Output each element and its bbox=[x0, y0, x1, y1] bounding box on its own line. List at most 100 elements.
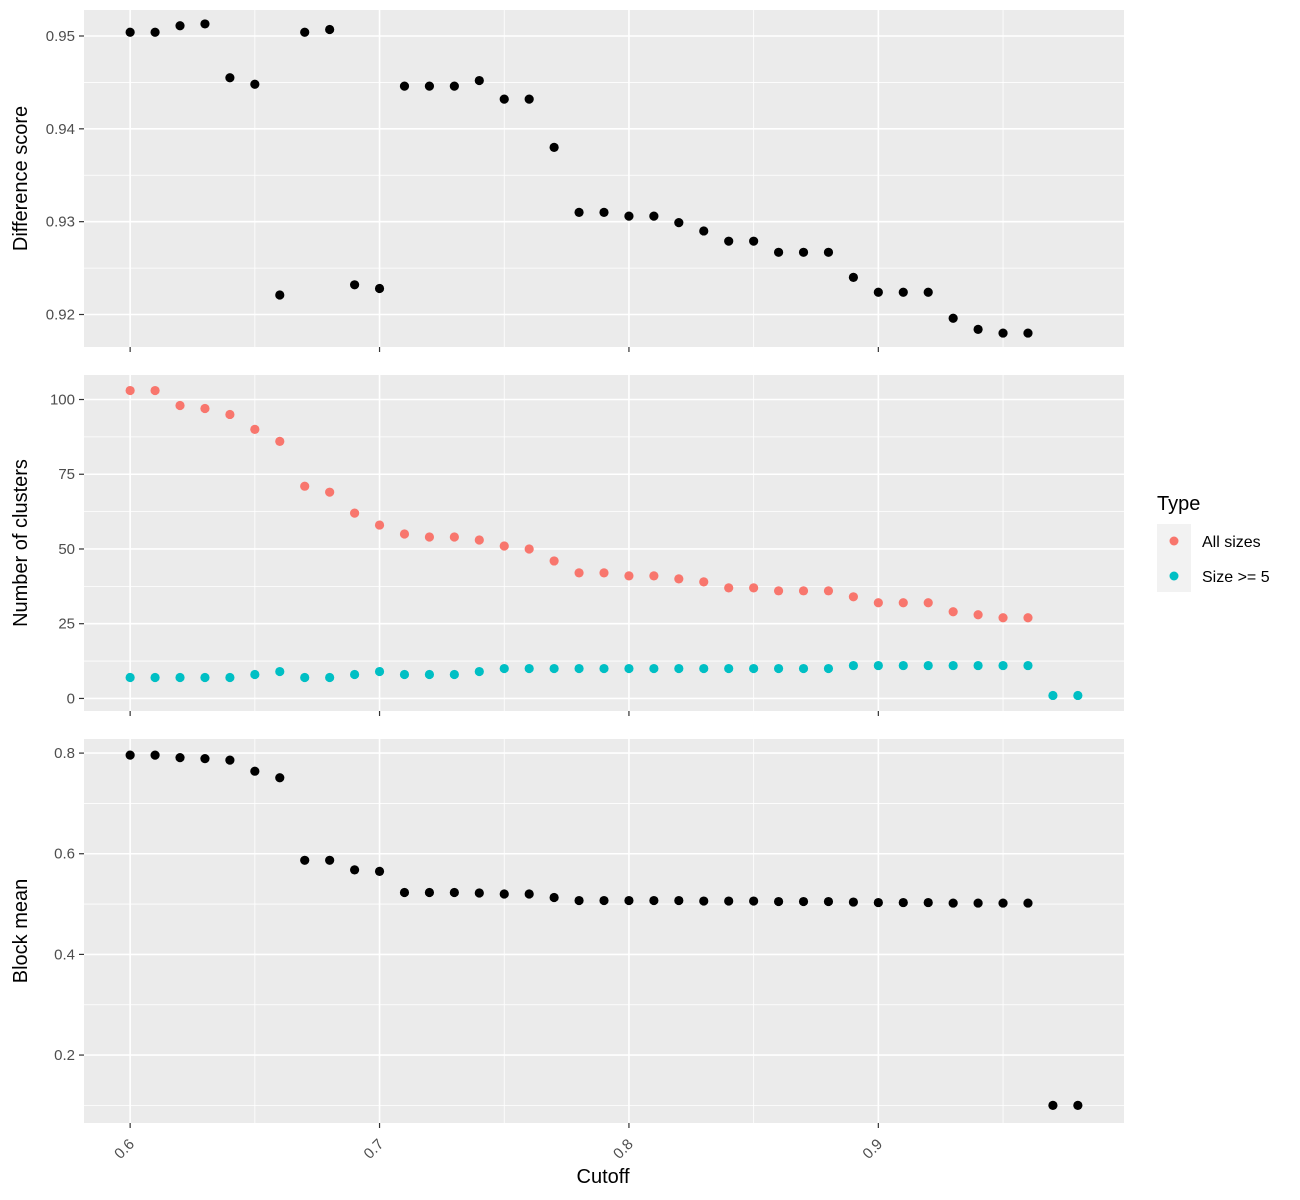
data-point-all-sizes bbox=[275, 436, 285, 446]
data-point-size-5 bbox=[898, 660, 908, 671]
y-tick-label: 0.93 bbox=[46, 214, 75, 231]
data-point-size-5 bbox=[998, 660, 1008, 671]
panel-background bbox=[84, 10, 1124, 347]
data-point-block-mean bbox=[325, 855, 335, 865]
data-point-size-5 bbox=[699, 663, 709, 674]
data-point-block-mean bbox=[599, 895, 609, 906]
data-point-block-mean bbox=[724, 896, 734, 906]
data-point-size-5 bbox=[524, 663, 534, 674]
data-point-all-sizes bbox=[499, 541, 509, 551]
data-point-difference-score bbox=[873, 287, 883, 297]
data-point-all-sizes bbox=[549, 556, 559, 566]
data-point-all-sizes bbox=[225, 409, 235, 420]
data-point-difference-score bbox=[773, 247, 784, 257]
data-point-all-sizes bbox=[449, 532, 459, 542]
data-point-size-5 bbox=[349, 669, 360, 680]
legend-label-size-ge-5: Size >= 5 bbox=[1202, 569, 1270, 586]
data-point-all-sizes bbox=[399, 529, 410, 539]
data-point-all-sizes bbox=[948, 607, 958, 617]
data-point-difference-score bbox=[424, 81, 435, 91]
chart-panels: 0.92 0.93 0.94 0.95 Difference score 0 25 50 75 1… bbox=[10, 10, 1124, 1163]
y-tick-label: 0.92 bbox=[46, 307, 75, 324]
data-point-difference-score bbox=[125, 27, 135, 37]
data-point-size-5 bbox=[424, 669, 435, 680]
data-point-difference-score bbox=[724, 236, 734, 246]
data-point-block-mean bbox=[300, 855, 310, 865]
y-axis-title-number-of-clusters: Number of clusters bbox=[10, 459, 32, 627]
data-point-difference-score bbox=[624, 211, 634, 221]
data-point-all-sizes bbox=[998, 613, 1008, 623]
data-point-size-5 bbox=[624, 663, 634, 674]
x-axis-title: Cutoff bbox=[577, 1166, 630, 1188]
data-point-size-5 bbox=[125, 672, 135, 683]
data-point-difference-score bbox=[399, 81, 410, 91]
data-point-all-sizes bbox=[150, 385, 160, 396]
legend: Type All sizes Size >= 5 bbox=[1157, 493, 1270, 592]
data-point-all-sizes bbox=[599, 568, 609, 578]
data-point-block-mean bbox=[374, 866, 385, 876]
data-point-all-sizes bbox=[923, 598, 933, 608]
data-point-difference-score bbox=[549, 142, 559, 152]
data-point-size-5 bbox=[399, 669, 410, 680]
data-point-all-sizes bbox=[773, 586, 784, 596]
data-point-all-sizes bbox=[724, 583, 734, 593]
data-point-all-sizes bbox=[1023, 613, 1033, 623]
data-point-size-5 bbox=[250, 669, 260, 680]
data-point-all-sizes bbox=[848, 592, 859, 602]
data-point-block-mean bbox=[624, 895, 634, 906]
data-point-size-5 bbox=[798, 663, 809, 674]
y-axis-title-difference-score: Difference score bbox=[10, 106, 32, 251]
data-point-size-5 bbox=[574, 663, 584, 674]
data-point-all-sizes bbox=[474, 535, 484, 545]
y-tick-label: 0.8 bbox=[54, 745, 75, 762]
data-point-block-mean bbox=[424, 887, 435, 898]
data-point-size-5 bbox=[150, 672, 160, 683]
data-point-difference-score bbox=[823, 247, 834, 257]
y-axis-title-block-mean: Block mean bbox=[10, 879, 32, 984]
data-point-size-5 bbox=[1073, 690, 1083, 701]
data-point-all-sizes bbox=[674, 574, 684, 584]
data-point-size-5 bbox=[275, 666, 285, 677]
data-point-all-sizes bbox=[125, 385, 135, 396]
x-tick-label: 0.6 bbox=[111, 1136, 138, 1163]
data-point-block-mean bbox=[948, 898, 958, 908]
data-point-all-sizes bbox=[524, 544, 534, 554]
data-point-block-mean bbox=[649, 895, 659, 906]
data-point-block-mean bbox=[275, 773, 285, 783]
data-point-size-5 bbox=[225, 672, 235, 683]
data-point-difference-score bbox=[150, 27, 160, 37]
data-point-difference-score bbox=[973, 324, 983, 334]
data-point-size-5 bbox=[325, 672, 335, 683]
x-tick-label: 0.7 bbox=[361, 1136, 388, 1163]
data-point-block-mean bbox=[449, 887, 459, 898]
data-point-all-sizes bbox=[798, 586, 809, 596]
y-tick-label: 25 bbox=[58, 616, 75, 633]
data-point-size-5 bbox=[449, 669, 459, 680]
data-point-difference-score bbox=[200, 19, 210, 29]
y-tick-label: 0.2 bbox=[54, 1047, 75, 1064]
data-point-difference-score bbox=[225, 73, 235, 83]
data-point-difference-score bbox=[499, 94, 509, 104]
data-point-block-mean bbox=[200, 754, 210, 764]
data-point-difference-score bbox=[649, 211, 659, 221]
data-point-all-sizes bbox=[973, 610, 983, 620]
data-point-all-sizes bbox=[175, 400, 185, 411]
data-point-difference-score bbox=[449, 81, 459, 91]
data-point-block-mean bbox=[349, 865, 360, 875]
data-point-block-mean bbox=[549, 892, 559, 903]
data-point-all-sizes bbox=[300, 481, 310, 491]
data-point-block-mean bbox=[574, 895, 584, 906]
data-point-all-sizes bbox=[374, 520, 385, 530]
data-point-all-sizes bbox=[424, 532, 435, 542]
data-point-block-mean bbox=[674, 895, 684, 906]
data-point-block-mean bbox=[175, 753, 185, 763]
data-point-block-mean bbox=[1023, 898, 1033, 908]
data-point-block-mean bbox=[250, 766, 260, 776]
data-point-difference-score bbox=[1023, 328, 1033, 338]
data-point-block-mean bbox=[499, 889, 509, 899]
data-point-all-sizes bbox=[574, 568, 584, 578]
data-point-size-5 bbox=[1048, 690, 1058, 701]
panel-difference-score: 0.92 0.93 0.94 0.95 Difference score bbox=[10, 10, 1124, 352]
data-point-all-sizes bbox=[200, 403, 210, 414]
legend-key-background bbox=[1157, 524, 1191, 592]
